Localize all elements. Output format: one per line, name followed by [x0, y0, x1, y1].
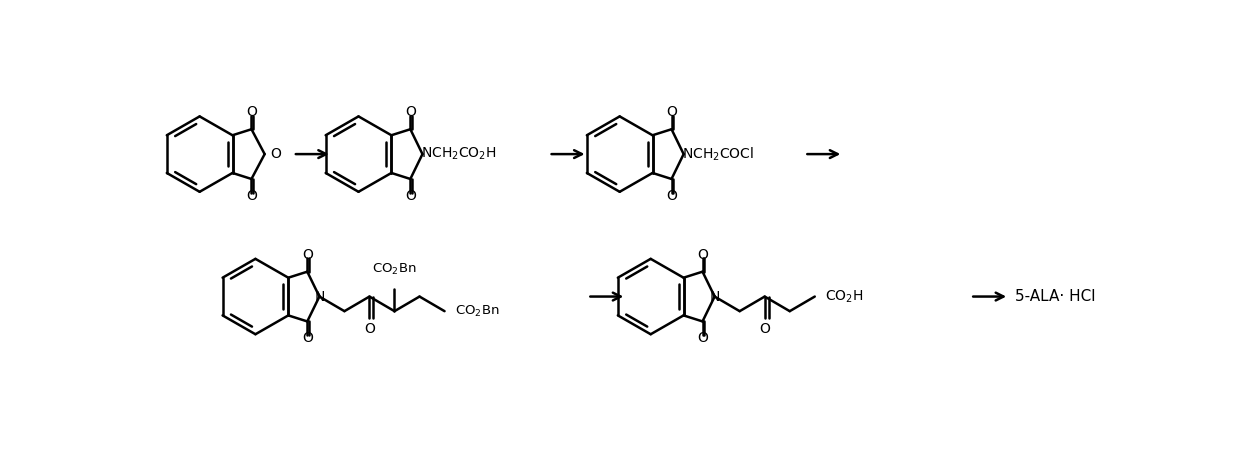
Text: CO$_2$Bn: CO$_2$Bn: [455, 304, 500, 319]
Text: O: O: [405, 189, 415, 203]
Text: O: O: [301, 331, 312, 345]
Text: NCH$_2$CO$_2$H: NCH$_2$CO$_2$H: [420, 146, 496, 162]
Text: CO$_2$Bn: CO$_2$Bn: [372, 262, 417, 277]
Text: N: N: [709, 289, 720, 304]
Text: O: O: [365, 322, 374, 336]
Text: NCH$_2$COCl: NCH$_2$COCl: [682, 145, 754, 163]
Text: O: O: [666, 105, 677, 119]
Text: O: O: [697, 248, 708, 262]
Text: CO$_2$H: CO$_2$H: [825, 288, 863, 305]
Text: O: O: [666, 189, 677, 203]
Text: O: O: [697, 331, 708, 345]
Text: O: O: [405, 105, 415, 119]
Text: N: N: [314, 289, 325, 304]
Text: 5-ALA· HCl: 5-ALA· HCl: [1016, 289, 1096, 304]
Text: O: O: [759, 322, 770, 336]
Text: O: O: [270, 147, 280, 161]
Text: O: O: [246, 105, 257, 119]
Text: O: O: [301, 248, 312, 262]
Text: O: O: [246, 189, 257, 203]
